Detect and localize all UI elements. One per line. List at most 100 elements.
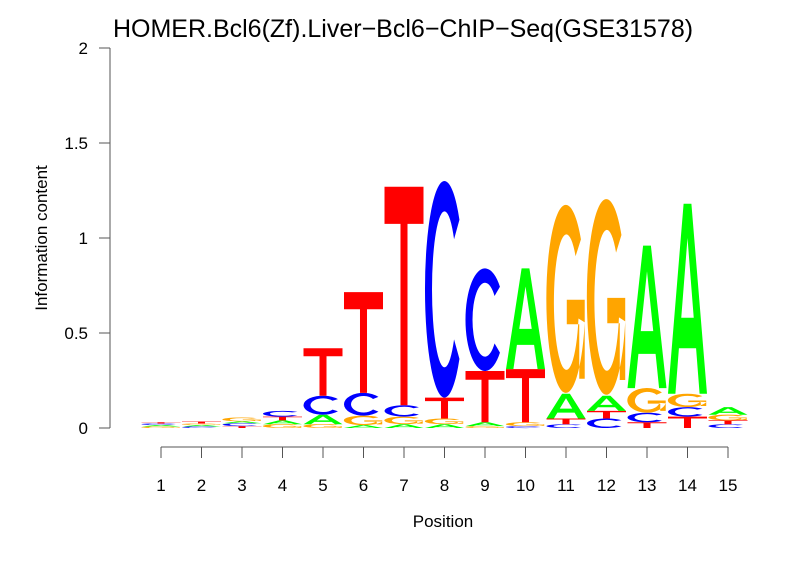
logo-letter-G — [141, 426, 180, 428]
logo-column-7 — [384, 186, 424, 428]
logo-letter-A — [303, 414, 343, 425]
logo-column-8 — [424, 181, 464, 428]
logo-letter-A — [222, 421, 262, 424]
logo-column-3 — [222, 417, 262, 428]
logo-letter-G — [181, 423, 221, 425]
logo-letter-G — [708, 414, 747, 421]
logo-column-13 — [627, 245, 667, 428]
logo-letter-C — [627, 412, 662, 423]
logo-letter-G — [384, 416, 423, 425]
logo-letter-A — [344, 425, 383, 428]
x-tick-label: 3 — [237, 476, 246, 495]
logo-letter-G — [343, 415, 383, 426]
logo-letter-C — [262, 410, 298, 417]
logo-letter-G — [505, 422, 545, 427]
logo-column-9 — [465, 268, 505, 428]
y-tick-label: 1 — [79, 229, 88, 248]
logo-letter-A — [425, 424, 464, 428]
logo-letter-A — [182, 424, 221, 427]
logo-letter-T — [668, 416, 707, 428]
x-tick-label: 2 — [197, 476, 206, 495]
logo-letter-A — [506, 268, 545, 370]
logo-letter-A — [668, 203, 707, 394]
logo-letter-T — [222, 426, 262, 428]
logo-letter-G — [465, 426, 504, 428]
logo-letter-T — [506, 369, 545, 423]
y-axis-label: Information content — [32, 165, 51, 311]
x-tick-label: 5 — [318, 476, 327, 495]
logo-letter-T — [384, 186, 424, 406]
x-tick-label: 4 — [278, 476, 287, 495]
logo-letter-G — [627, 387, 666, 413]
logo-letter-C — [667, 407, 703, 417]
logo-column-14 — [667, 203, 707, 428]
y-tick-label: 2 — [79, 39, 88, 58]
logo-column-15 — [708, 407, 748, 428]
logo-letter-T — [465, 371, 505, 423]
logo-column-4 — [262, 410, 302, 428]
logo-column-12 — [586, 199, 626, 428]
x-tick-label: 12 — [597, 476, 616, 495]
logo-letter-C — [546, 424, 581, 428]
logo-letter-C — [181, 426, 217, 428]
y-axis: 0 0.5 1 1.5 2 — [64, 39, 111, 438]
logo-letter-T — [344, 292, 383, 393]
x-tick-label: 13 — [638, 476, 657, 495]
logo-letter-T — [182, 421, 221, 424]
logo-column-2 — [181, 421, 221, 428]
x-tick-label: 11 — [557, 476, 575, 495]
logo-stacks — [141, 181, 748, 428]
logo-column-5 — [303, 348, 343, 428]
logo-column-10 — [505, 268, 545, 428]
logo-letter-A — [465, 422, 505, 427]
x-axis-label: Position — [413, 512, 473, 531]
logo-letter-A — [627, 245, 667, 389]
logo-column-11 — [546, 204, 586, 428]
x-tick-label: 6 — [359, 476, 368, 495]
logo-letter-C — [465, 268, 500, 371]
x-tick-label: 9 — [480, 476, 489, 495]
x-tick-label: 10 — [516, 476, 535, 495]
logo-letter-G — [262, 424, 302, 428]
logo-letter-T — [263, 416, 302, 421]
x-tick-label: 1 — [156, 476, 165, 495]
logo-letter-C — [303, 395, 338, 415]
logo-letter-G — [546, 204, 585, 393]
x-tick-label: 14 — [678, 476, 697, 495]
logo-letter-A — [708, 407, 748, 415]
logo-letter-G — [424, 418, 464, 425]
logo-letter-C — [505, 426, 541, 428]
chart-title: HOMER.Bcl6(Zf).Liver−Bcl6−ChIP−Seq(GSE31… — [113, 15, 693, 43]
logo-letter-T — [627, 422, 667, 428]
logo-letter-C — [141, 423, 176, 425]
logo-letter-A — [263, 420, 302, 425]
logo-letter-A — [587, 395, 626, 411]
logo-letter-T — [708, 420, 748, 425]
y-tick-label: 0.5 — [64, 324, 88, 343]
logo-letter-C — [222, 423, 257, 427]
logo-letter-T — [303, 348, 343, 396]
logo-letter-A — [384, 424, 424, 428]
logo-letter-C — [424, 181, 460, 398]
logo-letter-T — [587, 410, 626, 419]
logo-letter-C — [384, 405, 419, 417]
logo-column-1 — [141, 422, 181, 428]
x-tick-label: 8 — [440, 476, 449, 495]
x-axis: 1 2 3 4 5 6 7 8 9 10 11 12 13 14 15 — [156, 446, 738, 495]
logo-letter-C — [343, 392, 379, 416]
logo-letter-C — [586, 418, 622, 428]
logo-letter-G — [667, 393, 707, 408]
y-tick-label: 1.5 — [64, 134, 88, 153]
logo-letter-C — [708, 424, 743, 428]
x-tick-label: 7 — [399, 476, 408, 495]
logo-letter-A — [141, 424, 181, 427]
logo-letter-T — [425, 397, 464, 419]
logo-letter-T — [141, 422, 181, 424]
logo-letter-G — [303, 424, 342, 428]
y-tick-label: 0 — [79, 419, 88, 438]
logo-letter-A — [546, 393, 586, 419]
logo-letter-G — [222, 417, 261, 422]
x-tick-label: 15 — [719, 476, 738, 495]
logo-letter-G — [586, 199, 626, 395]
